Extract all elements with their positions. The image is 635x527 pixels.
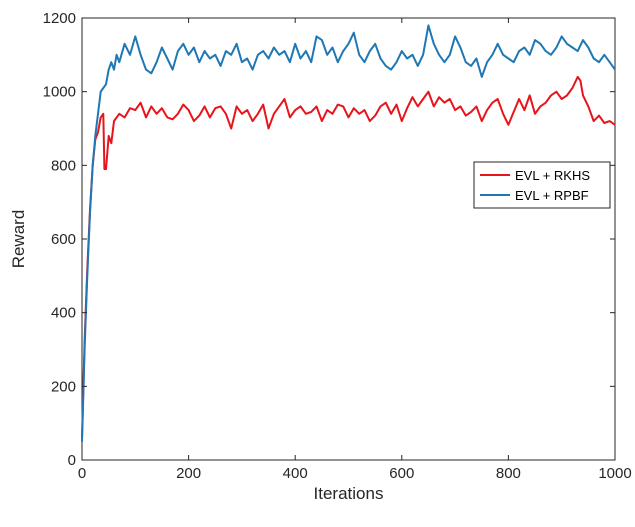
x-tick-label: 200 [176,465,201,482]
plot-area [81,17,616,461]
x-tick-label: 600 [389,465,414,482]
x-tick-label: 1000 [598,465,631,482]
legend-entry-2: EVL + RPBF [515,188,589,203]
legend: EVL + RKHS EVL + RPBF [473,161,611,209]
y-tick-label: 0 [68,452,76,469]
legend-box [473,161,611,209]
y-tick-label: 600 [51,231,76,248]
y-axis-label: Reward [9,210,28,269]
y-tick-label: 800 [51,157,76,174]
series-line-1 [81,75,616,438]
x-axis-label: Iterations [314,484,384,503]
ticks-layer: 0 200 400 600 800 1000 0 200 400 600 800 1000 1200 [43,10,632,482]
y-tick-label: 400 [51,305,76,322]
series-line-2 [81,24,616,442]
y-tick-label: 200 [51,378,76,395]
x-tick-label: 800 [496,465,521,482]
legend-entry-1: EVL + RKHS [515,168,590,183]
x-tick-label: 400 [283,465,308,482]
x-tick-label: 0 [78,465,86,482]
plot-frame [81,17,616,461]
y-tick-label: 1000 [43,84,76,101]
y-tick-label: 1200 [43,10,76,27]
series-layer [81,24,616,442]
